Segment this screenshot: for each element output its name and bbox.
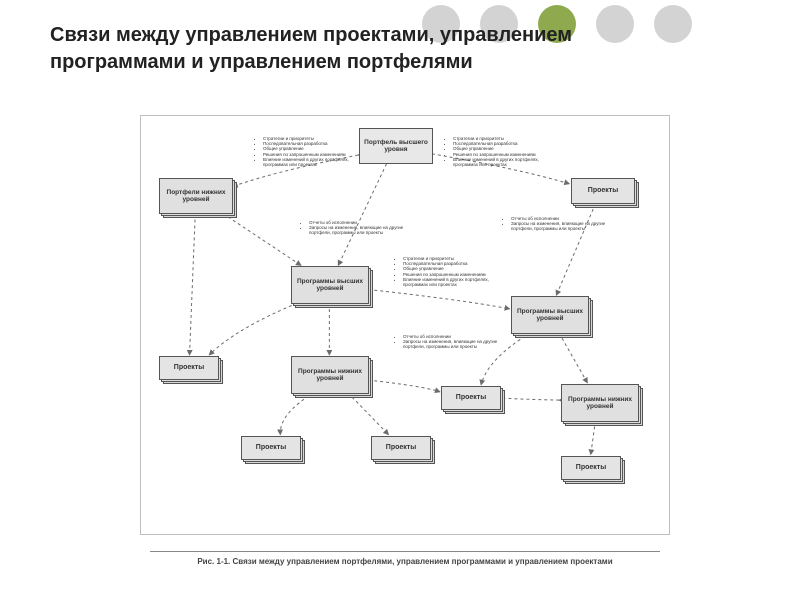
annotation-item: Влияние изменений в других портфелях, пр… bbox=[453, 157, 553, 167]
diagram-node: Портфели нижних уровней bbox=[159, 178, 233, 214]
arrow bbox=[500, 398, 560, 400]
arrow bbox=[338, 164, 386, 266]
arrow bbox=[348, 393, 389, 435]
diagram-node: Программы высших уровней bbox=[291, 266, 369, 304]
arrow bbox=[368, 380, 440, 392]
annotation-item: Влияние изменений в других портфелях, пр… bbox=[403, 277, 503, 287]
annotation-list: Отчеты об исполненииЗапросы на изменения… bbox=[501, 216, 611, 232]
diagram-node: Проекты bbox=[159, 356, 219, 380]
diagram-node: Проекты bbox=[371, 436, 431, 460]
arrow bbox=[559, 333, 587, 383]
diagram-node: Проекты bbox=[561, 456, 621, 480]
diagram-node: Программы нижних уровней bbox=[291, 356, 369, 394]
annotation-item: Запросы на изменения, влияющие на другие… bbox=[511, 221, 611, 231]
diagram-node: Программы высших уровней bbox=[511, 296, 589, 334]
diagram-node: Проекты bbox=[241, 436, 301, 460]
diagram-frame: Портфель высшего уровня Портфели нижних у… bbox=[140, 115, 670, 535]
diagram-node: Проекты bbox=[441, 386, 501, 410]
annotation-item: Запросы на изменения, влияющие на другие… bbox=[309, 225, 409, 235]
decor-circle bbox=[654, 5, 692, 43]
annotation-item: Влияние изменений в других портфелях, пр… bbox=[263, 157, 353, 167]
figure-caption: Рис. 1-1. Связи между управлением портфе… bbox=[150, 557, 660, 566]
diagram-node: Портфель высшего уровня bbox=[359, 128, 433, 164]
arrow bbox=[280, 393, 314, 435]
annotation-list: Отчеты об исполненииЗапросы на изменения… bbox=[299, 220, 409, 236]
arrow bbox=[190, 214, 196, 355]
arrow bbox=[368, 289, 509, 308]
arrow bbox=[223, 214, 301, 266]
arrow bbox=[209, 303, 297, 355]
page-title: Связи между управлением проектами, управ… bbox=[50, 22, 610, 76]
annotation-list: Стратегии и приоритетыПоследовательная р… bbox=[393, 256, 503, 287]
annotation-list: Стратегии и приоритетыПоследовательная р… bbox=[253, 136, 353, 167]
annotation-list: Стратегии и приоритетыПоследовательная р… bbox=[443, 136, 553, 167]
annotation-item: Запросы на изменения, влияющие на другие… bbox=[403, 339, 503, 349]
annotation-list: Отчеты об исполненииЗапросы на изменения… bbox=[393, 334, 503, 350]
diagram-node: Программы нижних уровней bbox=[561, 384, 639, 422]
annotation-item: Решения по запрошенным изменениям bbox=[263, 152, 353, 157]
diagram-node: Проекты bbox=[571, 178, 635, 204]
caption-divider bbox=[150, 551, 660, 552]
